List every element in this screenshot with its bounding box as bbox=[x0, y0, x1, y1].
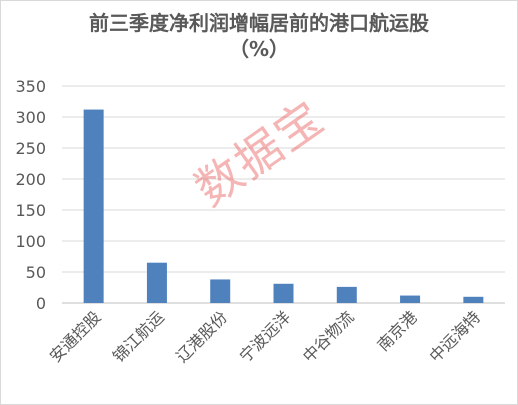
y-tick-label: 100 bbox=[15, 232, 46, 251]
bar bbox=[83, 109, 104, 303]
x-tick-label: 辽港股份 bbox=[172, 307, 231, 366]
x-tick-label: 中谷物流 bbox=[299, 307, 358, 366]
y-tick-label: 250 bbox=[15, 139, 46, 158]
gridlines bbox=[62, 85, 505, 304]
y-axis-ticks: 0 50 100 150 200 250 300 350 bbox=[15, 77, 46, 313]
chart-subtitle: （%） bbox=[228, 37, 290, 61]
y-tick-label: 150 bbox=[15, 201, 46, 220]
x-tick-label: 中远海特 bbox=[425, 307, 484, 366]
bar bbox=[400, 295, 421, 303]
x-tick-label: 南京港 bbox=[374, 307, 421, 354]
y-tick-label: 50 bbox=[26, 263, 46, 282]
chart-title: 前三季度净利润增幅居前的港口航运股 bbox=[89, 11, 429, 35]
bar bbox=[463, 296, 484, 303]
y-tick-label: 350 bbox=[15, 77, 46, 96]
bar bbox=[336, 286, 357, 303]
bar bbox=[146, 262, 167, 303]
y-tick-label: 300 bbox=[15, 108, 46, 127]
x-tick-label: 锦江航运 bbox=[109, 307, 168, 366]
y-tick-label: 0 bbox=[36, 294, 46, 313]
y-tick-label: 200 bbox=[15, 170, 46, 189]
x-tick-label: 宁波远洋 bbox=[236, 307, 295, 366]
x-tick-label: 安通控股 bbox=[46, 307, 105, 366]
bar bbox=[210, 279, 231, 303]
bar bbox=[273, 283, 294, 303]
bars bbox=[83, 109, 484, 303]
x-axis-ticks: 安通控股 锦江航运 辽港股份 宁波远洋 中谷物流 南京港 中远海特 bbox=[46, 307, 484, 366]
